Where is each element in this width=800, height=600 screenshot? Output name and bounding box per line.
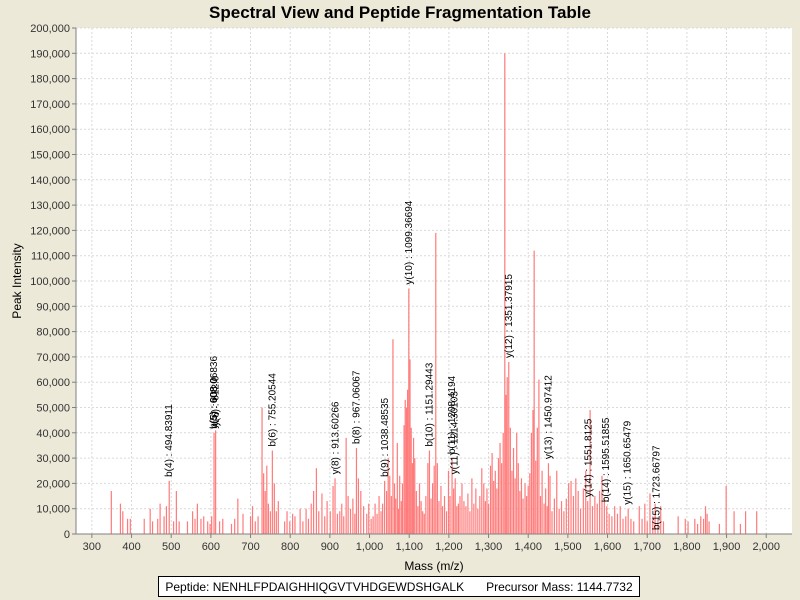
x-tick-label: 1,500 (554, 541, 582, 553)
x-tick-label: 600 (202, 541, 220, 553)
fragment-label: b(14) : 1595.51855 (601, 417, 612, 502)
precursor-mass: Precursor Mass: 1144.7732 (486, 579, 633, 594)
x-tick-label: 500 (162, 541, 180, 553)
fragment-label: b(5) : 608.0 (209, 377, 220, 429)
y-tick-label: 200,000 (30, 23, 70, 35)
fragment-label: b(6) : 755.20544 (267, 373, 278, 447)
y-tick-label: 70,000 (36, 352, 70, 364)
x-tick-label: 700 (241, 541, 259, 553)
x-tick-label: 1,800 (673, 541, 701, 553)
y-axis-label: Peak Intensity (10, 243, 24, 318)
fragment-annotations: b(4) : 494.83911 b(5) : 608.0y(5) : 608.0… (164, 200, 662, 530)
fragment-label: y(13) : 1450.97412 (543, 375, 554, 459)
chart-title: Spectral View and Peptide Fragmentation … (209, 3, 591, 22)
x-tick-label: 1,000 (356, 541, 384, 553)
x-axis-label: Mass (m/z) (404, 559, 463, 573)
fragment-label: y(15) : 1650.65479 (623, 420, 634, 504)
fragment-label: y(14) : 1551.8125 (583, 418, 594, 497)
x-tick-label: 1,900 (713, 541, 741, 553)
y-tick-label: 80,000 (36, 327, 70, 339)
y-tick-label: 130,000 (30, 200, 70, 212)
y-tick-label: 140,000 (30, 175, 70, 187)
x-tick-label: 1,600 (594, 541, 622, 553)
fragment-label: b(15) : 1723.66797 (652, 445, 663, 530)
fragment-label: b(9) : 1038.48535 (380, 397, 391, 476)
peptide-sequence: Peptide: NENHLFPDAIGHHIQGVTVHDGEWDSHGALK (165, 579, 465, 594)
x-tick-label: 1,200 (435, 541, 463, 553)
fragment-label: y(5) : 608.06836 (209, 356, 220, 429)
y-tick-label: 20,000 (36, 478, 70, 490)
x-tick-label: 900 (321, 541, 339, 553)
x-tick-label: 1,700 (633, 541, 661, 553)
peak-bars (110, 53, 758, 534)
x-tick-label: 1,100 (395, 541, 423, 553)
y-tick-label: 50,000 (36, 403, 70, 415)
fragment-label: y(10) : 1099.36694 (404, 200, 415, 284)
y-tick-label: 40,000 (36, 428, 70, 440)
y-tick-label: 90,000 (36, 301, 70, 313)
x-tick-label: 2,000 (752, 541, 780, 553)
fragment-label: y(6) : 612.0 (211, 375, 222, 426)
x-tick-label: 400 (122, 541, 140, 553)
y-tick-label: 160,000 (30, 124, 70, 136)
y-tick-label: 100,000 (30, 276, 70, 288)
fragment-label: y(8) : 913.60266 (330, 401, 341, 474)
y-tick-label: 30,000 (36, 453, 70, 465)
fragment-label: y(12) : 1351.37915 (504, 274, 515, 358)
y-tick-label: 10,000 (36, 504, 70, 516)
fragment-label: b(4) : 494.83911 (164, 404, 175, 477)
y-tick-label: 110,000 (31, 251, 70, 263)
fragment-label: b(8) : 967.06067 (351, 370, 362, 444)
y-tick-label: 60,000 (36, 377, 70, 389)
x-tick-label: 300 (83, 541, 101, 553)
x-tick-label: 1,300 (475, 541, 503, 553)
x-tick-label: 1,400 (514, 541, 542, 553)
y-tick-label: 120,000 (30, 225, 70, 237)
y-tick-label: 150,000 (30, 150, 70, 162)
fragment-label: y(11) : 1214.30103 (450, 391, 461, 475)
y-tick-label: 170,000 (30, 99, 70, 111)
peptide-info-box: Peptide: NENHLFPDAIGHHIQGVTVHDGEWDSHGALK… (158, 576, 640, 597)
y-tick-label: 180,000 (30, 74, 70, 86)
y-tick-label: 0 (64, 529, 70, 541)
fragment-label: b(11) : 1208.4194 (447, 375, 458, 454)
axes: 0 10,000 20,000 30,000 40,000 50,000 60,000 70,… (30, 23, 792, 553)
y-tick-label: 190,000 (30, 48, 70, 60)
x-tick-label: 800 (281, 541, 299, 553)
fragment-label: b(10) : 1151.29443 (425, 362, 436, 446)
